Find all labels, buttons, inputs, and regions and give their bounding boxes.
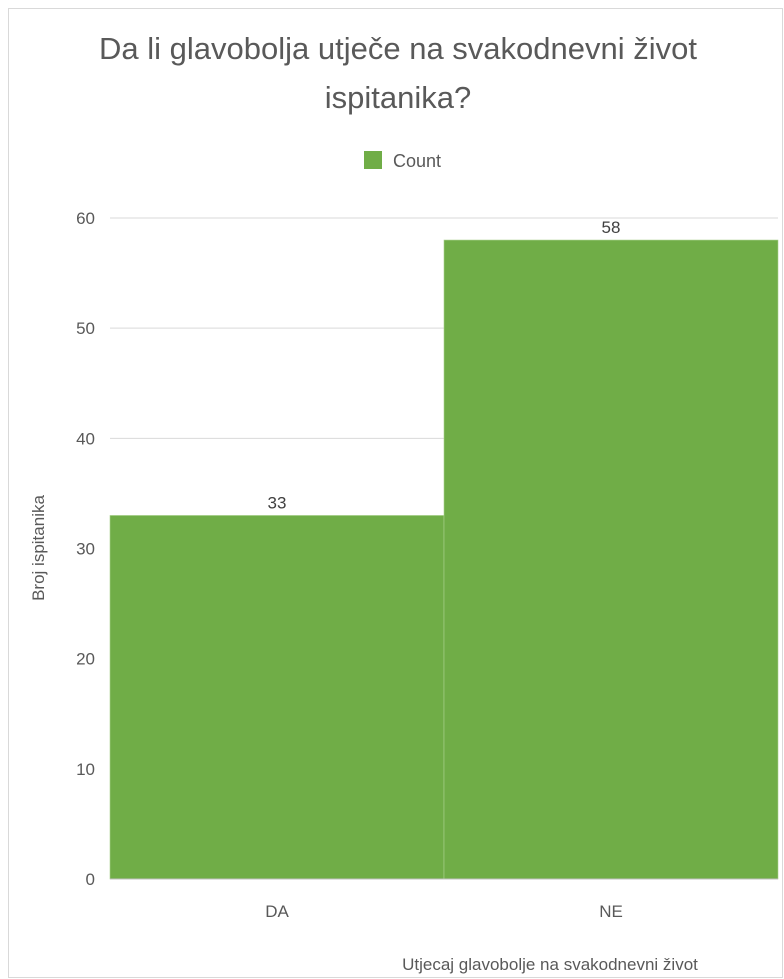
bar-da bbox=[109, 515, 445, 880]
chart-title: Da li glavobolja utječe na svakodnevni ž… bbox=[99, 31, 697, 115]
y-tick-label: 0 bbox=[86, 870, 95, 889]
y-tick-label: 50 bbox=[76, 319, 95, 338]
y-tick-label: 20 bbox=[76, 650, 95, 669]
chart-title-line-2: ispitanika? bbox=[325, 80, 471, 115]
x-tick-label-ne: NE bbox=[599, 902, 623, 921]
data-labels: 33 58 bbox=[268, 218, 621, 512]
y-tick-label: 10 bbox=[76, 760, 95, 779]
bar-ne bbox=[443, 239, 779, 880]
y-tick-label: 30 bbox=[76, 540, 95, 559]
y-tick-label: 40 bbox=[76, 429, 95, 448]
x-tick-label-da: DA bbox=[265, 902, 289, 921]
data-label-ne: 58 bbox=[602, 218, 621, 237]
y-tick-labels: 0 10 20 30 40 50 60 bbox=[76, 209, 95, 889]
bars bbox=[109, 239, 779, 880]
x-tick-labels: DA NE bbox=[265, 902, 623, 921]
legend-swatch-count bbox=[364, 151, 382, 169]
y-axis-title: Broj ispitanika bbox=[29, 495, 48, 601]
legend-label-count: Count bbox=[393, 151, 441, 171]
y-tick-label: 60 bbox=[76, 209, 95, 228]
chart-legend: Count bbox=[364, 151, 441, 171]
chart-title-line-1: Da li glavobolja utječe na svakodnevni ž… bbox=[99, 31, 697, 66]
data-label-da: 33 bbox=[268, 493, 287, 512]
x-axis-title: Utjecaj glavobolje na svakodnevni život bbox=[402, 955, 698, 974]
